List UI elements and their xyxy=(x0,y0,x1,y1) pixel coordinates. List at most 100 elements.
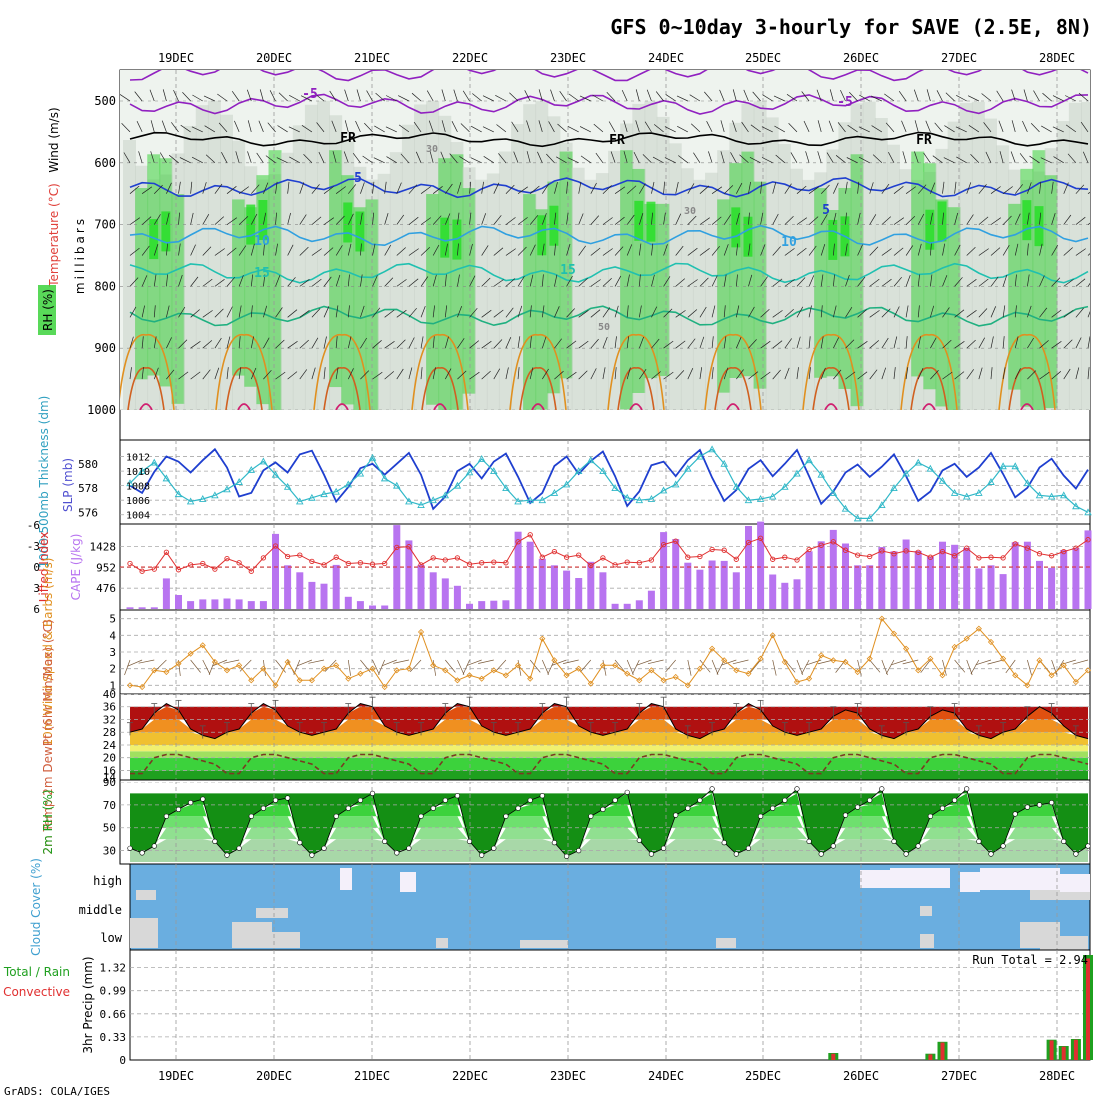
thickness-marker xyxy=(611,484,619,492)
wind-speed-marker xyxy=(672,673,679,681)
wind-barb xyxy=(784,183,792,194)
thickness-marker xyxy=(453,481,462,489)
wind-barb xyxy=(761,126,773,133)
cape-bar xyxy=(308,581,316,609)
wind-barb xyxy=(663,212,666,225)
wind-speed-marker xyxy=(769,632,776,639)
lifted-index-marker xyxy=(927,554,934,560)
wind-barb xyxy=(846,157,858,164)
wind-barb xyxy=(445,183,453,194)
wind-barb xyxy=(651,243,654,256)
wind-barb xyxy=(1002,215,1012,225)
wind-speed-marker xyxy=(1072,678,1079,686)
wind-barb xyxy=(858,126,870,133)
wind-barb xyxy=(275,212,277,225)
wind-barb xyxy=(1014,368,1021,380)
label-cape: CAPE (J/kg) xyxy=(69,534,83,601)
wind-barb xyxy=(179,157,191,164)
wind-barb xyxy=(191,126,203,133)
wind-barb xyxy=(1080,121,1089,133)
rh-bright-cell xyxy=(925,209,935,250)
wind-barb xyxy=(978,308,988,318)
temp-band xyxy=(130,757,1088,771)
wind-barb xyxy=(287,212,291,225)
thickness-marker xyxy=(756,495,765,502)
wind-barb xyxy=(347,274,350,287)
wind-barb xyxy=(723,367,729,380)
cape-bar xyxy=(502,600,510,609)
thickness-marker xyxy=(1059,491,1068,499)
wind-barb xyxy=(384,212,389,225)
wind-barb xyxy=(930,370,939,380)
surface-wind-barb xyxy=(801,659,810,675)
wind-barb xyxy=(166,305,170,318)
wind-barb xyxy=(364,122,373,133)
wind-speed-marker xyxy=(1036,657,1043,664)
high-cloud-patch xyxy=(860,870,890,888)
rh-band xyxy=(130,827,1088,857)
surface-wind-barb xyxy=(975,659,992,666)
wind-speed-marker xyxy=(1012,672,1019,679)
rh-bright-cell xyxy=(549,205,559,246)
wind-barb xyxy=(808,275,815,287)
wind-barb xyxy=(360,212,363,225)
thickness-marker xyxy=(126,479,134,487)
wind-speed-marker xyxy=(502,672,509,679)
wind-barb xyxy=(250,274,254,287)
wind-barb xyxy=(408,307,417,318)
wind-barb xyxy=(287,244,294,256)
wind-barb xyxy=(708,151,713,163)
rh-marker xyxy=(563,853,570,859)
hot-isotherm-arc xyxy=(714,367,752,410)
wind-barb xyxy=(178,212,180,225)
wind-barb xyxy=(817,151,822,163)
wind-barb xyxy=(954,212,959,225)
surface-wind-barb xyxy=(372,659,380,675)
lifted-index-markers xyxy=(127,532,1091,574)
wind-barb xyxy=(311,337,319,349)
high-cloud-patch xyxy=(340,868,352,890)
wind-barb xyxy=(335,367,339,380)
cape-bar xyxy=(999,574,1007,609)
wind-barb xyxy=(748,243,751,256)
pressure-tick-label: 500 xyxy=(94,94,116,108)
wind-barb xyxy=(311,308,321,318)
wind-barb xyxy=(917,305,920,318)
wind-barb xyxy=(905,186,917,194)
wind-barb xyxy=(642,154,652,164)
wind-barb xyxy=(981,93,992,102)
slp-line xyxy=(129,447,1089,511)
rh-grey-cell xyxy=(511,124,525,410)
wind-barb xyxy=(1027,212,1030,225)
wind-barb xyxy=(772,310,783,318)
wind-barb xyxy=(905,367,909,380)
wind-speed-marker xyxy=(1060,662,1067,669)
wind-barb xyxy=(457,212,460,225)
lifted-index-marker xyxy=(709,546,715,553)
lifted-index-marker xyxy=(248,568,254,574)
wind-barb xyxy=(238,186,250,194)
wind-barb xyxy=(440,151,446,163)
wind-barb xyxy=(554,306,560,318)
rh-tick-label: 70 xyxy=(103,799,116,812)
wind-barb xyxy=(1027,337,1034,349)
wind-barb xyxy=(1002,274,1008,287)
rh-marker xyxy=(854,804,861,810)
rh-bright-cell xyxy=(343,202,353,243)
surface-wind-barb xyxy=(796,659,804,676)
wind-tick-label: 2 xyxy=(109,663,116,676)
cape-bar xyxy=(1023,541,1031,609)
rh-bright-cell xyxy=(537,215,547,256)
rh-grey-cell xyxy=(486,173,500,410)
thickness-tick-label: 578 xyxy=(78,482,98,495)
wind-barb xyxy=(238,305,242,318)
mid-cloud-patch xyxy=(256,908,288,918)
wind-barb xyxy=(469,371,480,380)
rh-marker xyxy=(770,805,776,811)
wind-barb xyxy=(1087,310,1090,318)
wind-speed-marker xyxy=(223,667,231,674)
wind-barb xyxy=(954,371,965,380)
wind-barb xyxy=(214,337,222,349)
wind-barb xyxy=(372,371,383,380)
